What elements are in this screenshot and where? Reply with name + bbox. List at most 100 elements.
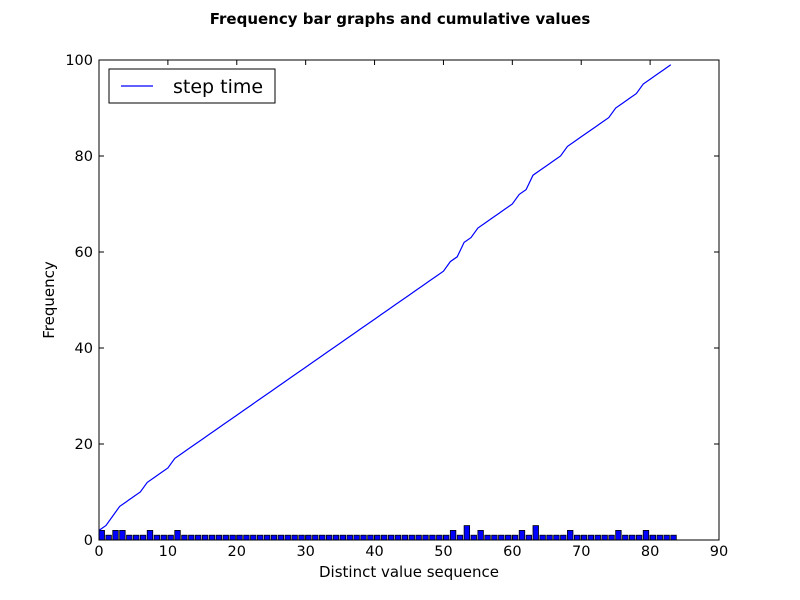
bar [511, 534, 519, 541]
y-tick-label: 20 [75, 437, 93, 453]
bar [160, 534, 167, 541]
bar [560, 534, 567, 541]
bar [642, 530, 650, 541]
bar [436, 534, 443, 541]
bar [201, 534, 209, 541]
bar [573, 534, 581, 541]
bar [257, 534, 264, 541]
bar [284, 534, 291, 541]
bar [484, 534, 491, 541]
bar [353, 534, 360, 541]
y-tick-label: 0 [84, 533, 93, 549]
x-tick-label: 80 [641, 544, 659, 560]
bar [98, 530, 105, 541]
bar [443, 534, 450, 541]
bar [594, 534, 601, 541]
legend-label: step time [173, 76, 263, 98]
y-tick-label: 80 [75, 149, 93, 165]
bar [622, 534, 629, 541]
y-tick-label: 40 [75, 341, 93, 357]
bar [270, 534, 278, 541]
x-tick-label: 20 [228, 544, 246, 560]
plot-frame [98, 59, 720, 541]
bar [525, 534, 533, 541]
y-axis-label: Frequency [40, 261, 58, 339]
bar [188, 534, 195, 541]
bar [608, 534, 615, 541]
bar [429, 534, 436, 541]
bar [112, 530, 119, 541]
bar [415, 534, 422, 541]
x-tick-label: 60 [503, 544, 521, 560]
bar [374, 534, 381, 541]
bar [587, 534, 595, 541]
bar [367, 534, 374, 541]
bar [181, 534, 188, 541]
bar [470, 534, 477, 541]
bar [222, 534, 229, 541]
bar [153, 534, 161, 541]
chart-title: Frequency bar graphs and cumulative valu… [210, 10, 591, 28]
bar [146, 530, 154, 541]
bars-layer [98, 525, 677, 541]
bar [553, 534, 560, 541]
x-tick-label: 30 [296, 544, 314, 560]
bar [449, 530, 457, 541]
bar [105, 534, 112, 541]
bar [422, 534, 429, 541]
bar [567, 530, 574, 541]
bar [539, 534, 546, 541]
x-axis-label: Distinct value sequence [319, 563, 499, 581]
bar [298, 534, 305, 541]
x-tick-label: 90 [710, 544, 728, 560]
bar [580, 534, 588, 541]
legend: step time [108, 68, 276, 104]
x-tick-label: 10 [159, 544, 177, 560]
bar [498, 534, 505, 541]
bar [381, 534, 388, 541]
bar [229, 534, 236, 541]
bar [477, 530, 484, 541]
bar [339, 534, 347, 541]
bar [360, 534, 367, 541]
bar [649, 534, 657, 541]
bar [291, 534, 298, 541]
bar [263, 534, 271, 541]
bar [119, 530, 126, 541]
bar [601, 534, 608, 541]
y-tick-label: 100 [65, 53, 93, 69]
bar [243, 534, 250, 541]
bar [408, 534, 415, 541]
bar [195, 534, 202, 541]
bar [312, 534, 319, 541]
bar [139, 534, 147, 541]
bar [133, 534, 140, 541]
bar [305, 534, 312, 541]
ticks-layer: 0 10 20 30 40 50 60 70 80 90 0 20 40 60 80 100 [65, 53, 728, 560]
bar [518, 530, 526, 541]
bar [394, 534, 402, 541]
x-tick-label: 70 [572, 544, 590, 560]
x-tick-label: 0 [94, 544, 103, 560]
bar [663, 534, 670, 541]
bar [670, 534, 677, 541]
x-tick-label: 40 [365, 544, 383, 560]
bar [491, 534, 498, 541]
bar [208, 534, 216, 541]
bar [401, 534, 409, 541]
bar [505, 534, 512, 541]
bar [277, 534, 285, 541]
x-tick-label: 50 [434, 544, 452, 560]
series-line [98, 64, 672, 531]
bar [319, 534, 326, 541]
bar [629, 534, 636, 541]
bar [174, 530, 181, 541]
bar [635, 534, 643, 541]
bar [656, 534, 663, 541]
line-layer [98, 64, 672, 531]
bar [215, 534, 223, 541]
bar [463, 525, 471, 541]
bar [456, 534, 464, 541]
bar [346, 534, 353, 541]
